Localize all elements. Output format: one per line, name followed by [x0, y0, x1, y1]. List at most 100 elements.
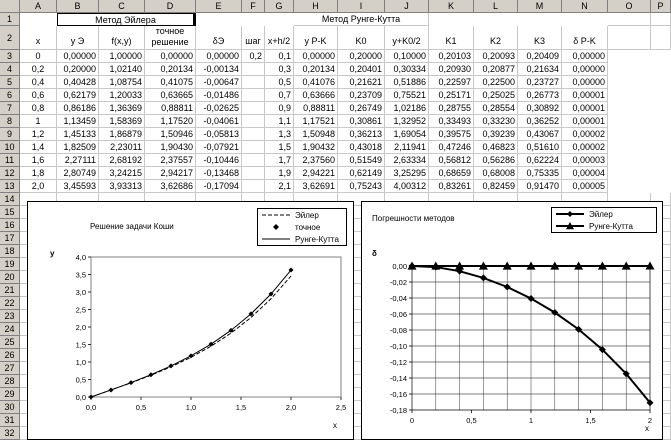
table-cell[interactable]: 2,11941: [385, 141, 429, 154]
table-cell[interactable]: 0,68659: [429, 167, 474, 180]
table-cell[interactable]: 0,26749: [338, 102, 385, 115]
table-cell[interactable]: 3,25295: [385, 167, 429, 180]
empty-cell[interactable]: [608, 26, 651, 50]
row-header-27[interactable]: 27: [0, 362, 20, 375]
header-cell-6[interactable]: x+h/2: [265, 26, 294, 50]
table-cell[interactable]: 1,50946: [145, 128, 196, 141]
table-cell[interactable]: -0,04061: [196, 115, 242, 128]
table-cell[interactable]: 0,00001: [562, 89, 608, 102]
table-cell[interactable]: 0,75243: [338, 180, 385, 193]
table-cell[interactable]: [242, 89, 265, 102]
table-cell[interactable]: 0,00000: [145, 50, 196, 63]
table-cell[interactable]: 0,6: [20, 89, 57, 102]
header-cell-3[interactable]: точное решение: [145, 26, 196, 50]
table-cell[interactable]: 1,17520: [145, 115, 196, 128]
table-cell[interactable]: 0,91470: [518, 180, 562, 193]
row-header-4[interactable]: 4: [0, 63, 20, 76]
table-cell[interactable]: 2,23011: [99, 141, 145, 154]
table-cell[interactable]: [242, 76, 265, 89]
table-cell[interactable]: -0,10446: [196, 154, 242, 167]
table-cell[interactable]: 0,00003: [562, 154, 608, 167]
table-cell[interactable]: 0,62224: [518, 154, 562, 167]
table-cell[interactable]: 0,33230: [474, 115, 518, 128]
column-header-k[interactable]: K: [429, 0, 474, 13]
select-all-corner[interactable]: [0, 0, 20, 13]
column-header-m[interactable]: M: [518, 0, 562, 13]
table-cell[interactable]: 0,20000: [338, 50, 385, 63]
row-header-16[interactable]: 16: [0, 219, 20, 232]
table-cell[interactable]: 0,21634: [518, 63, 562, 76]
header-cell-2[interactable]: f(x,y): [99, 26, 145, 50]
row-header-12[interactable]: 12: [0, 167, 20, 180]
row-header-29[interactable]: 29: [0, 388, 20, 401]
row-header-30[interactable]: 30: [0, 401, 20, 414]
row-header-22[interactable]: 22: [0, 297, 20, 310]
table-cell[interactable]: 0,20877: [474, 63, 518, 76]
table-cell[interactable]: 0,21621: [338, 76, 385, 89]
table-cell[interactable]: 0,00001: [562, 102, 608, 115]
table-cell[interactable]: 1,90432: [294, 141, 338, 154]
table-cell[interactable]: 0,20401: [338, 63, 385, 76]
row-header-11[interactable]: 11: [0, 154, 20, 167]
row-header-18[interactable]: 18: [0, 245, 20, 258]
table-cell[interactable]: -0,07921: [196, 141, 242, 154]
table-cell[interactable]: 0,10000: [385, 50, 429, 63]
table-cell[interactable]: 0,63665: [145, 89, 196, 102]
column-header-b[interactable]: B: [57, 0, 99, 13]
table-cell[interactable]: 0,40428: [57, 76, 99, 89]
row-header-7[interactable]: 7: [0, 102, 20, 115]
header-cell-12[interactable]: K3: [518, 26, 562, 50]
column-header-d[interactable]: D: [145, 0, 196, 13]
table-cell[interactable]: -0,02625: [196, 102, 242, 115]
table-cell[interactable]: 0,00000: [57, 50, 99, 63]
row-header-3[interactable]: 3: [0, 50, 20, 63]
table-cell[interactable]: 1,00000: [99, 50, 145, 63]
table-cell[interactable]: 1,82509: [57, 141, 99, 154]
table-cell[interactable]: 1,36369: [99, 102, 145, 115]
row-header-23[interactable]: 23: [0, 310, 20, 323]
table-cell[interactable]: 1,45133: [57, 128, 99, 141]
table-cell[interactable]: 0,3: [265, 63, 294, 76]
empty-cell[interactable]: [608, 13, 651, 26]
table-cell[interactable]: 0,41076: [294, 76, 338, 89]
table-cell[interactable]: 0,41075: [145, 76, 196, 89]
table-cell[interactable]: 0,1: [265, 50, 294, 63]
table-cell[interactable]: 3,24215: [99, 167, 145, 180]
row-header-31[interactable]: 31: [0, 414, 20, 427]
table-cell[interactable]: 0,43018: [338, 141, 385, 154]
table-cell[interactable]: 0,7: [265, 89, 294, 102]
table-cell[interactable]: [242, 141, 265, 154]
row-header-6[interactable]: 6: [0, 89, 20, 102]
table-cell[interactable]: 0,88811: [145, 102, 196, 115]
table-cell[interactable]: 0,46823: [474, 141, 518, 154]
column-header-a[interactable]: A: [20, 0, 57, 13]
table-cell[interactable]: 0,43067: [518, 128, 562, 141]
header-cell-8[interactable]: K0: [338, 26, 385, 50]
euler-title-cell[interactable]: Метод Эйлера: [57, 13, 196, 26]
table-cell[interactable]: 1,9: [265, 167, 294, 180]
table-cell[interactable]: [242, 167, 265, 180]
row-header-8[interactable]: 8: [0, 115, 20, 128]
table-cell[interactable]: 0,25171: [429, 89, 474, 102]
header-cell-5[interactable]: шаг: [242, 26, 265, 50]
table-cell[interactable]: 1,6: [20, 154, 57, 167]
table-cell[interactable]: 0,86186: [57, 102, 99, 115]
table-cell[interactable]: 0,5: [265, 76, 294, 89]
table-cell[interactable]: 2,63334: [385, 154, 429, 167]
header-cell-0[interactable]: x: [20, 26, 57, 50]
table-cell[interactable]: 3,93313: [99, 180, 145, 193]
row-header-2[interactable]: 2: [0, 26, 20, 50]
table-cell[interactable]: 0,56812: [429, 154, 474, 167]
header-cell-10[interactable]: K1: [429, 26, 474, 50]
table-cell[interactable]: 0,36252: [518, 115, 562, 128]
table-cell[interactable]: 1,5: [265, 141, 294, 154]
table-cell[interactable]: 4,00312: [385, 180, 429, 193]
empty-cell[interactable]: [651, 26, 671, 50]
row-header-28[interactable]: 28: [0, 375, 20, 388]
table-cell[interactable]: 0,39575: [429, 128, 474, 141]
row-header-9[interactable]: 9: [0, 128, 20, 141]
header-cell-9[interactable]: y+K0/2: [385, 26, 429, 50]
table-cell[interactable]: 2,37557: [145, 154, 196, 167]
table-cell[interactable]: 1,17521: [294, 115, 338, 128]
